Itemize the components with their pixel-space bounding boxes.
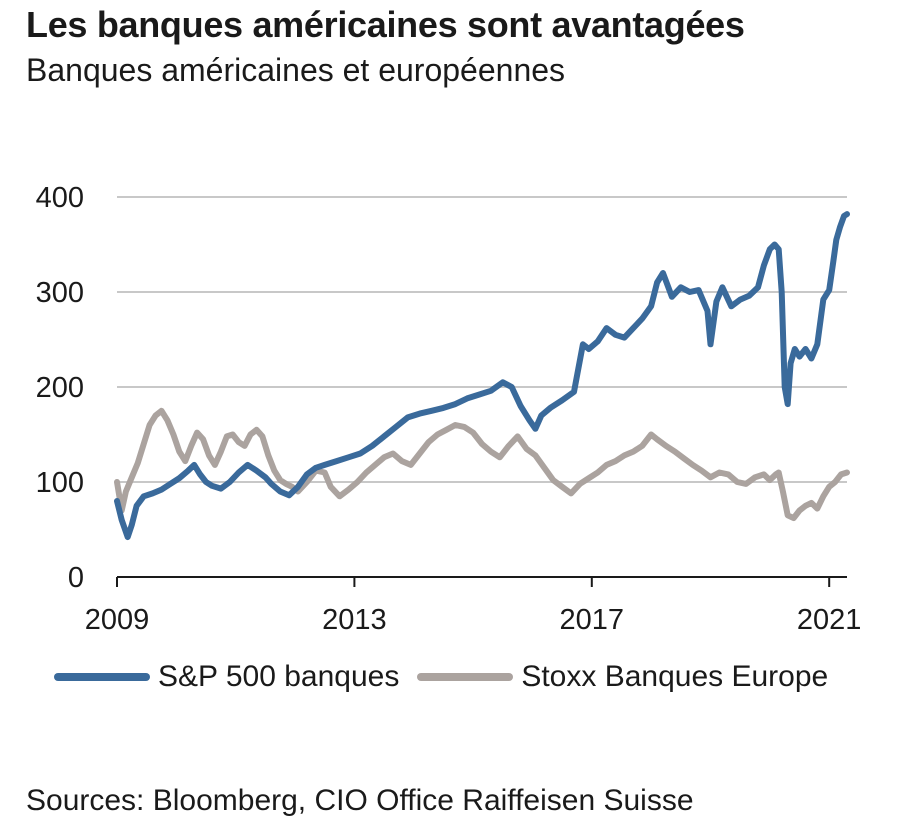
y-tick-labels: 0 100 200 300 400 xyxy=(36,182,84,594)
source-note: Sources: Bloomberg, CIO Office Raiffeise… xyxy=(26,784,694,817)
y-tick-label-100: 100 xyxy=(36,467,84,499)
series-line-us-banks xyxy=(114,211,850,541)
x-tick-label-2009: 2009 xyxy=(85,604,150,636)
series-lines xyxy=(114,211,850,541)
y-tick-label-200: 200 xyxy=(36,372,84,404)
x-tick-label-2013: 2013 xyxy=(322,604,387,636)
chart-subtitle: Banques américaines et européennes xyxy=(26,52,566,88)
axes xyxy=(116,576,847,587)
y-tick-label-400: 400 xyxy=(36,182,84,214)
legend-item-eu-banks: Stoxx Banques Europe xyxy=(417,660,828,694)
legend-label-us-banks: S&P 500 banques xyxy=(158,660,400,693)
x-tick-label-2021: 2021 xyxy=(797,604,862,636)
legend-swatch-us-banks xyxy=(54,673,150,681)
line-chart: 0 100 200 300 400 2009 2013 2017 2021 xyxy=(36,182,862,636)
series-line-eu-banks xyxy=(114,407,850,522)
y-tick-label-0: 0 xyxy=(68,562,84,594)
legend: S&P 500 banques Stoxx Banques Europe xyxy=(54,660,846,694)
legend-item-us-banks: S&P 500 banques xyxy=(54,660,399,694)
legend-swatch-eu-banks xyxy=(417,673,514,681)
legend-label-eu-banks: Stoxx Banques Europe xyxy=(521,660,829,693)
x-tick-label-2017: 2017 xyxy=(560,604,625,636)
y-tick-label-300: 300 xyxy=(36,277,84,309)
x-tick-labels: 2009 2013 2017 2021 xyxy=(85,604,862,636)
chart-title: Les banques américaines sont avantagées xyxy=(26,4,745,45)
